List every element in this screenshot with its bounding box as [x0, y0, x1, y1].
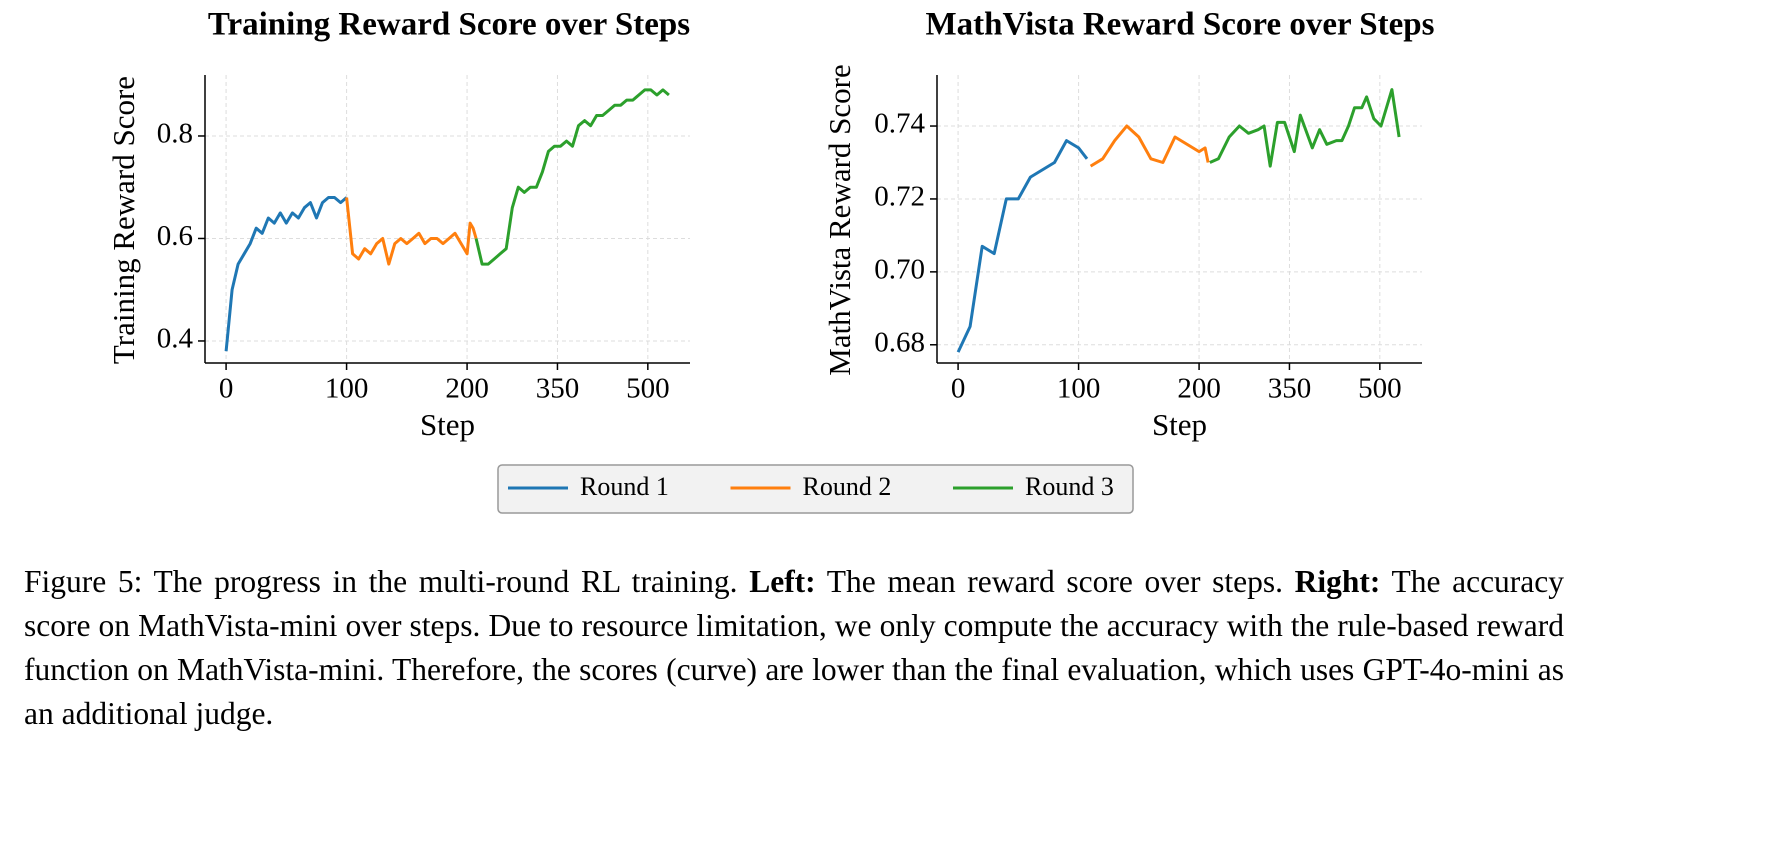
- chart-title: MathVista Reward Score over Steps: [926, 7, 1435, 43]
- x-tick-label: 200: [445, 373, 489, 405]
- x-tick-label: 500: [1358, 373, 1402, 405]
- x-tick-label: 0: [951, 373, 966, 405]
- x-tick-label: 350: [1268, 373, 1312, 405]
- y-tick-label: 0.4: [157, 323, 194, 355]
- x-tick-label: 200: [1177, 373, 1221, 405]
- y-tick-label: 0.8: [157, 118, 193, 150]
- line: [1089, 124, 1210, 168]
- legend-label: Round 1: [580, 472, 669, 501]
- x-tick-label: 500: [626, 373, 670, 405]
- x-axis-label: Step: [1152, 407, 1207, 442]
- x-axis-label: Step: [420, 407, 475, 442]
- caption-intro: The progress in the multi-round RL train…: [153, 564, 738, 599]
- legend-box: [497, 464, 1134, 514]
- caption-label: Figure 5:: [24, 564, 143, 599]
- y-tick-label: 0.74: [874, 108, 925, 140]
- charts: Training Reward Score over Steps 0 100 200 3…: [106, 7, 1435, 514]
- caption-left-label: Left:: [749, 564, 816, 599]
- y-tick-label: 0.70: [874, 254, 925, 286]
- caption: Figure 5: The progress in the multi-roun…: [24, 560, 1564, 736]
- x-tick-label: 350: [536, 373, 580, 405]
- legend-label: Round 3: [1025, 472, 1114, 501]
- x-tick-label: 0: [219, 373, 234, 405]
- line: [1209, 88, 1401, 168]
- legend-label: Round 2: [803, 472, 892, 501]
- y-tick-label: 0.6: [157, 220, 193, 252]
- line: [956, 139, 1089, 353]
- x-tick-label: 100: [1057, 373, 1101, 405]
- line: [345, 197, 478, 266]
- caption-left-text: The mean reward score over steps.: [826, 564, 1283, 599]
- chart-title: Training Reward Score over Steps: [208, 7, 690, 43]
- line: [474, 88, 670, 266]
- y-tick-label: 0.72: [874, 181, 925, 213]
- y-tick-label: 0.68: [874, 326, 925, 358]
- x-tick-label: 100: [325, 373, 369, 405]
- y-axis-label: MathVista Reward Score: [822, 64, 857, 376]
- line: [224, 196, 348, 352]
- caption-right-text: The accuracy score on MathVista-mini ove…: [24, 564, 1565, 731]
- y-axis-label: Training Reward Score: [106, 76, 141, 364]
- caption-right-label: Right:: [1294, 564, 1381, 599]
